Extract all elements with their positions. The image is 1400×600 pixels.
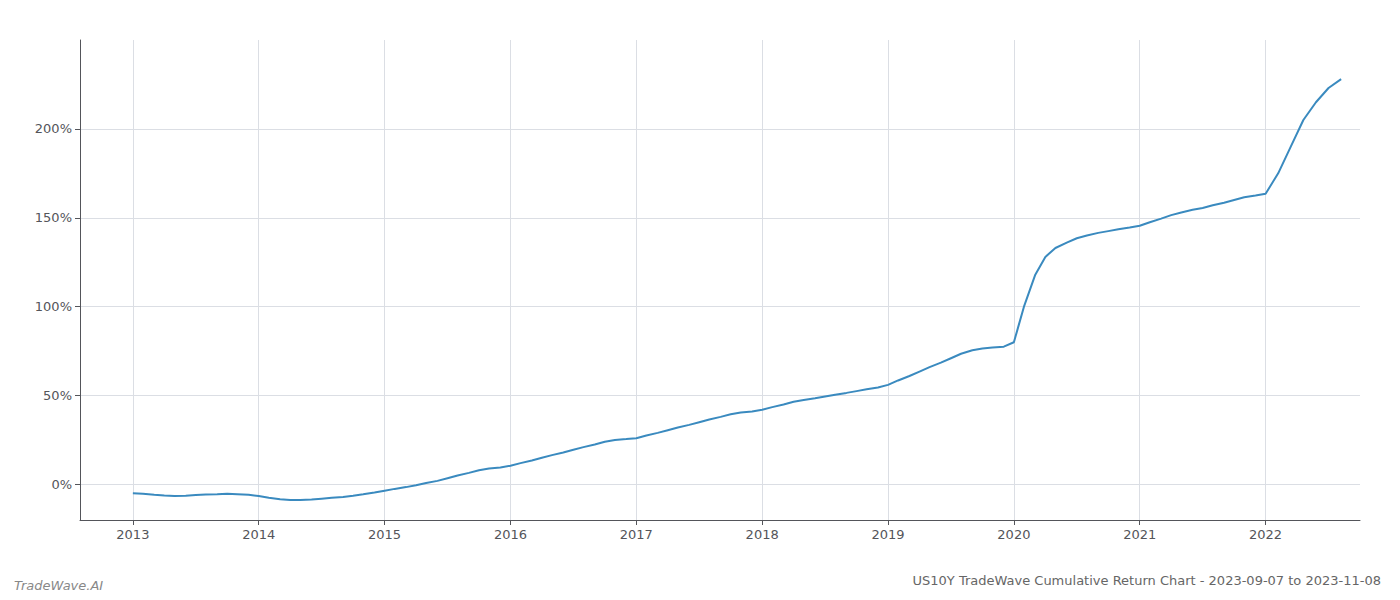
svg-text:2018: 2018 [746, 527, 779, 542]
svg-text:2013: 2013 [116, 527, 149, 542]
svg-text:TradeWave.AI: TradeWave.AI [14, 578, 103, 593]
svg-text:0%: 0% [51, 477, 72, 492]
svg-text:2014: 2014 [242, 527, 275, 542]
svg-text:200%: 200% [35, 121, 72, 136]
svg-text:2017: 2017 [620, 527, 653, 542]
svg-text:2022: 2022 [1249, 527, 1282, 542]
svg-text:2021: 2021 [1123, 527, 1156, 542]
svg-text:2020: 2020 [997, 527, 1030, 542]
svg-text:US10Y TradeWave Cumulative Ret: US10Y TradeWave Cumulative Return Chart … [913, 573, 1381, 588]
svg-text:100%: 100% [35, 299, 72, 314]
svg-text:2015: 2015 [368, 527, 401, 542]
svg-text:50%: 50% [43, 388, 72, 403]
svg-text:2019: 2019 [871, 527, 904, 542]
svg-text:150%: 150% [35, 210, 72, 225]
svg-text:2016: 2016 [494, 527, 527, 542]
